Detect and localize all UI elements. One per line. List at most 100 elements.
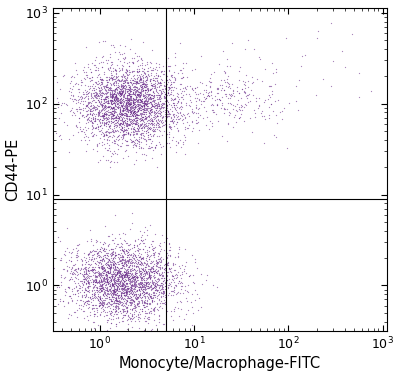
- Point: [132, 115, 138, 121]
- Point: [118, 265, 124, 271]
- Point: [174, 99, 181, 105]
- Point: [228, 91, 234, 97]
- Point: [144, 269, 150, 275]
- Point: [146, 291, 152, 297]
- Point: [150, 64, 156, 70]
- Point: [101, 268, 107, 274]
- Point: [162, 265, 168, 271]
- Point: [125, 72, 132, 78]
- Point: [115, 113, 122, 119]
- Point: [153, 75, 159, 81]
- Point: [141, 122, 147, 128]
- Point: [174, 269, 181, 275]
- Point: [108, 91, 114, 97]
- Point: [147, 118, 154, 124]
- Point: [165, 130, 172, 136]
- Point: [124, 112, 131, 118]
- Point: [96, 112, 102, 118]
- Point: [146, 126, 153, 132]
- Point: [138, 259, 144, 265]
- Point: [107, 54, 114, 60]
- Point: [107, 158, 114, 164]
- Point: [160, 63, 166, 69]
- Point: [320, 76, 326, 82]
- Point: [103, 274, 110, 280]
- Point: [73, 283, 80, 289]
- Point: [131, 288, 138, 294]
- Point: [112, 309, 119, 315]
- Point: [138, 274, 144, 280]
- Point: [142, 293, 148, 299]
- Point: [130, 274, 136, 280]
- Point: [116, 121, 122, 127]
- Point: [132, 113, 138, 120]
- Point: [134, 125, 140, 131]
- Point: [156, 127, 162, 133]
- Point: [100, 274, 107, 280]
- Point: [112, 116, 119, 123]
- Point: [80, 114, 87, 120]
- Point: [103, 293, 110, 299]
- Point: [123, 287, 130, 293]
- Point: [137, 110, 144, 116]
- Point: [114, 270, 120, 276]
- Point: [130, 116, 137, 122]
- Point: [111, 264, 118, 270]
- Point: [100, 115, 107, 121]
- Point: [116, 286, 122, 292]
- Point: [76, 115, 83, 121]
- Point: [190, 273, 196, 279]
- Point: [120, 281, 126, 287]
- Point: [99, 302, 105, 308]
- Point: [138, 265, 144, 271]
- Point: [174, 92, 180, 98]
- Point: [115, 115, 121, 121]
- Point: [85, 116, 91, 123]
- Point: [144, 301, 150, 307]
- Point: [147, 126, 153, 132]
- Point: [126, 256, 132, 262]
- Point: [120, 115, 127, 121]
- Point: [109, 93, 115, 99]
- Point: [101, 265, 107, 271]
- Point: [98, 263, 105, 269]
- Point: [114, 87, 120, 93]
- Point: [126, 81, 133, 87]
- Point: [88, 93, 94, 99]
- Point: [91, 287, 98, 293]
- Point: [208, 80, 214, 86]
- Point: [110, 255, 117, 261]
- Point: [159, 286, 165, 292]
- Point: [113, 92, 119, 98]
- Point: [154, 259, 161, 265]
- Point: [87, 103, 93, 109]
- Point: [84, 110, 91, 116]
- Point: [100, 301, 107, 307]
- Point: [98, 271, 104, 277]
- Point: [111, 106, 117, 112]
- Point: [103, 128, 110, 134]
- Point: [88, 279, 94, 285]
- Point: [126, 101, 132, 107]
- Point: [266, 115, 272, 121]
- Point: [132, 103, 138, 109]
- Point: [116, 272, 122, 278]
- Point: [96, 286, 103, 292]
- Point: [132, 86, 138, 92]
- Point: [140, 81, 146, 87]
- Point: [119, 285, 126, 291]
- Point: [112, 98, 118, 104]
- Point: [95, 264, 101, 270]
- Point: [96, 273, 102, 279]
- Point: [129, 313, 135, 319]
- Point: [81, 276, 88, 282]
- Point: [127, 79, 133, 85]
- Point: [116, 120, 123, 126]
- Point: [108, 291, 114, 297]
- Point: [241, 118, 247, 124]
- Point: [91, 284, 97, 290]
- Point: [84, 298, 91, 304]
- Point: [135, 247, 142, 253]
- Point: [164, 277, 170, 283]
- Point: [111, 100, 117, 106]
